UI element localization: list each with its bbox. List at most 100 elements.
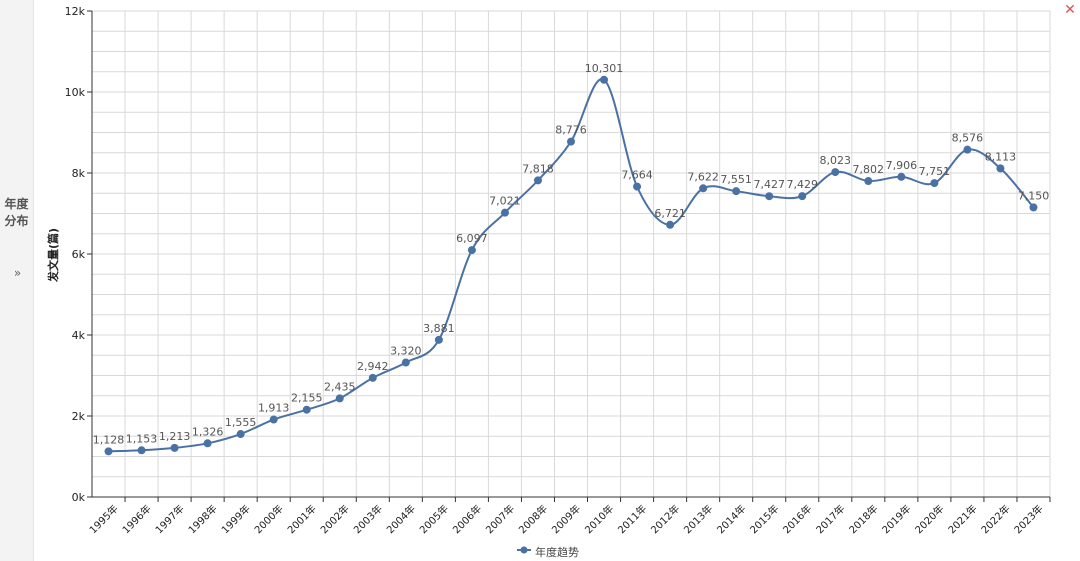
data-point[interactable] <box>368 373 377 382</box>
data-point[interactable] <box>500 208 509 217</box>
legend-label: 年度趋势 <box>535 546 579 559</box>
data-point[interactable] <box>170 443 179 452</box>
x-tick-label: 2022年 <box>978 502 1012 536</box>
data-point[interactable] <box>1029 203 1038 212</box>
data-point[interactable] <box>996 164 1005 173</box>
x-tick-label: 2004年 <box>384 502 418 536</box>
close-icon[interactable]: ✕ <box>1064 2 1076 18</box>
data-point[interactable] <box>864 177 873 186</box>
data-point[interactable] <box>699 184 708 193</box>
x-tick-label: 2001年 <box>285 502 319 536</box>
x-tick-label: 2014年 <box>714 502 748 536</box>
x-tick-label: 2010年 <box>582 502 616 536</box>
x-tick-label: 2003年 <box>351 502 385 536</box>
data-point[interactable] <box>930 179 939 188</box>
x-tick-label: 2017年 <box>813 502 847 536</box>
data-point[interactable] <box>533 176 542 185</box>
data-point[interactable] <box>600 75 609 84</box>
y-tick-label: 12k <box>65 5 86 18</box>
y-axis-label: 发文量(篇) <box>46 228 60 283</box>
data-point[interactable] <box>798 192 807 201</box>
x-tick-label: 2012年 <box>648 502 682 536</box>
data-point[interactable] <box>401 358 410 367</box>
data-label: 7,021 <box>489 195 521 208</box>
data-label: 8,113 <box>985 150 1017 163</box>
double-chevron-right-icon: » <box>13 266 21 280</box>
x-tick-label: 1995年 <box>86 502 120 536</box>
y-tick-label: 6k <box>72 248 86 261</box>
x-tick-label: 2013年 <box>681 502 715 536</box>
data-point[interactable] <box>633 182 642 191</box>
legend-marker-icon <box>517 546 531 554</box>
data-point[interactable] <box>137 446 146 455</box>
x-tick-label: 1999年 <box>219 502 253 536</box>
y-tick-label: 2k <box>72 410 86 423</box>
data-label: 1,555 <box>225 416 257 429</box>
data-label: 1,326 <box>192 425 224 438</box>
x-tick-label: 1997年 <box>152 502 186 536</box>
y-tick-label: 0k <box>72 491 86 504</box>
y-tick-label: 8k <box>72 167 86 180</box>
data-label: 2,155 <box>291 392 323 405</box>
data-label: 3,320 <box>390 345 422 358</box>
y-tick-label: 4k <box>72 329 86 342</box>
data-point[interactable] <box>302 405 311 414</box>
x-tick-label: 1998年 <box>185 502 219 536</box>
x-tick-label: 1996年 <box>119 502 153 536</box>
data-point[interactable] <box>666 220 675 229</box>
data-label: 8,776 <box>555 124 587 137</box>
data-label: 7,429 <box>786 178 818 191</box>
x-tick-label: 2009年 <box>549 502 583 536</box>
x-tick-label: 2006年 <box>450 502 484 536</box>
chart-legend[interactable]: 年度趋势 <box>0 542 1080 560</box>
sidebar-toggle[interactable]: 年度分布 » <box>0 0 34 561</box>
data-point[interactable] <box>269 415 278 424</box>
data-label: 8,576 <box>952 132 984 145</box>
chart-grid <box>91 10 1051 498</box>
x-tick-label: 2007年 <box>483 502 517 536</box>
data-point[interactable] <box>732 187 741 196</box>
data-point[interactable] <box>831 168 840 177</box>
chart-data-labels: 1,128 1,153 1,213 1,3261,5551,9132,1552,435… <box>93 62 1049 447</box>
y-tick-label: 10k <box>65 86 86 99</box>
x-tick-label: 2020年 <box>912 502 946 536</box>
data-label: 1,213 <box>159 430 191 443</box>
x-tick-label: 2008年 <box>516 502 550 536</box>
data-label: 6,097 <box>456 232 488 245</box>
x-tick-label: 2000年 <box>252 502 286 536</box>
x-tick-label: 2016年 <box>780 502 814 536</box>
data-point[interactable] <box>765 192 774 201</box>
data-label: 2,942 <box>357 360 389 373</box>
data-point[interactable] <box>236 430 245 439</box>
data-label: 8,023 <box>820 154 852 167</box>
x-tick-label: 2002年 <box>318 502 352 536</box>
data-label: 7,802 <box>853 163 885 176</box>
data-point[interactable] <box>104 447 113 456</box>
data-label: 7,622 <box>687 170 719 183</box>
chart-series <box>104 75 1038 456</box>
x-tick-label: 2019年 <box>879 502 913 536</box>
data-label: 7,906 <box>886 159 918 172</box>
data-label: 3,881 <box>423 322 455 335</box>
data-label: 2,435 <box>324 380 356 393</box>
x-tick-label: 2015年 <box>747 502 781 536</box>
data-point[interactable] <box>897 172 906 181</box>
x-tick-label: 2005年 <box>417 502 451 536</box>
data-point[interactable] <box>335 394 344 403</box>
x-tick-label: 2023年 <box>1011 502 1045 536</box>
data-label: 1,128 <box>93 433 125 446</box>
x-tick-label: 2018年 <box>846 502 880 536</box>
data-label: 7,150 <box>1018 189 1050 202</box>
data-point[interactable] <box>203 439 212 448</box>
data-label: 10,301 <box>585 62 624 75</box>
data-label: 1,153 <box>126 432 158 445</box>
data-label: 7,818 <box>522 162 554 175</box>
data-point[interactable] <box>434 335 443 344</box>
data-point[interactable] <box>467 246 476 255</box>
data-point[interactable] <box>567 137 575 146</box>
data-point[interactable] <box>963 145 972 154</box>
data-label: 7,427 <box>753 178 785 191</box>
data-label: 7,551 <box>720 173 752 186</box>
data-label: 7,664 <box>621 169 653 182</box>
